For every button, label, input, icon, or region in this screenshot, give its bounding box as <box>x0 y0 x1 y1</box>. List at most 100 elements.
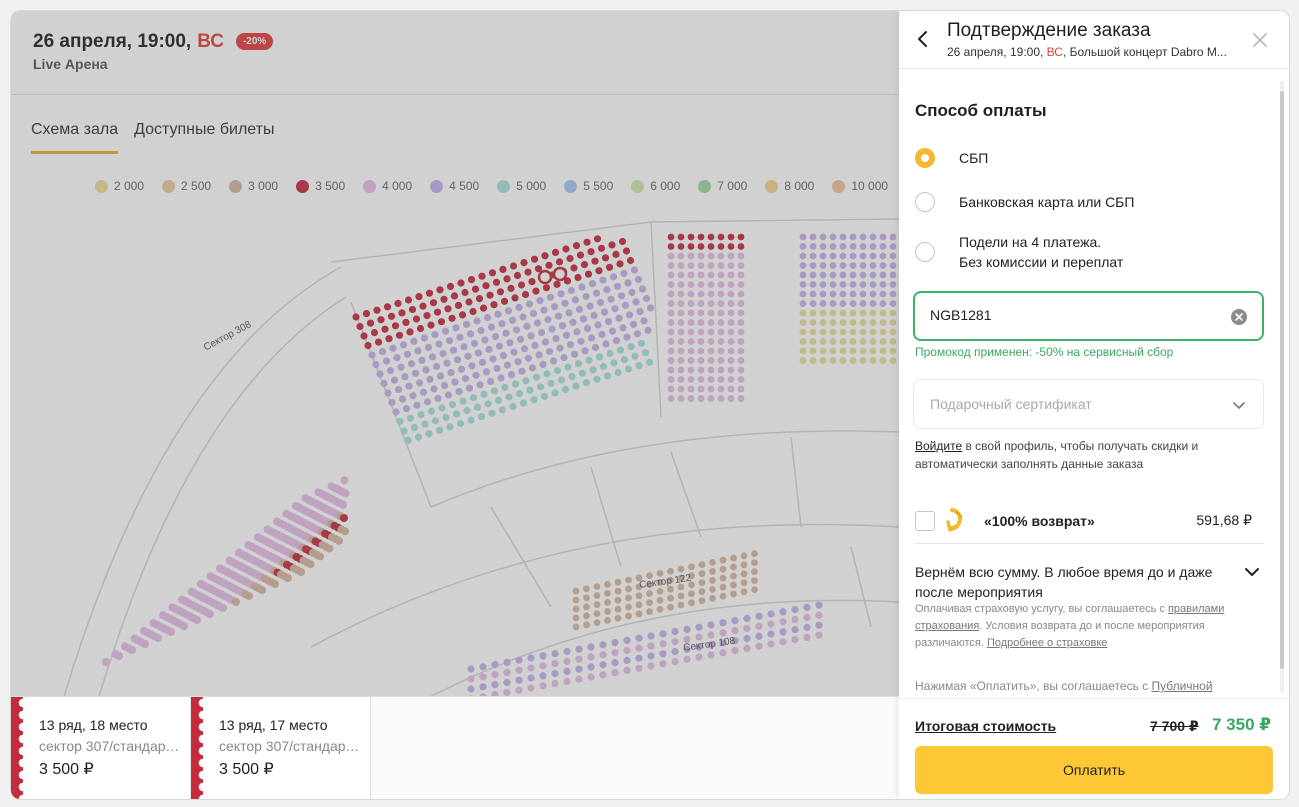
seat[interactable] <box>575 655 583 663</box>
seat[interactable] <box>550 303 559 311</box>
seat[interactable] <box>667 357 675 364</box>
seat[interactable] <box>688 572 695 580</box>
seat[interactable] <box>707 366 715 374</box>
seat[interactable] <box>611 649 619 657</box>
seat[interactable] <box>677 385 685 393</box>
seat[interactable] <box>457 365 466 373</box>
seat[interactable] <box>656 606 664 613</box>
seat[interactable] <box>528 278 536 286</box>
seat[interactable] <box>697 366 705 374</box>
seat[interactable] <box>667 300 675 307</box>
seat[interactable] <box>488 409 496 417</box>
seat[interactable] <box>572 382 580 390</box>
seat[interactable] <box>698 588 706 595</box>
seat[interactable] <box>646 304 655 312</box>
seat[interactable] <box>755 642 763 650</box>
seat[interactable] <box>697 395 705 402</box>
seat[interactable] <box>717 366 725 374</box>
seat[interactable] <box>656 588 664 595</box>
seat[interactable] <box>541 252 549 260</box>
seat[interactable] <box>767 620 775 628</box>
seat[interactable] <box>404 296 413 304</box>
seat[interactable] <box>591 343 600 351</box>
seat[interactable] <box>625 603 632 611</box>
seat[interactable] <box>697 300 705 307</box>
seat[interactable] <box>839 328 847 336</box>
seat[interactable] <box>416 324 425 333</box>
seat[interactable] <box>859 357 867 364</box>
seat[interactable] <box>424 343 433 352</box>
seat[interactable] <box>408 305 417 314</box>
seat[interactable] <box>697 309 705 317</box>
seat[interactable] <box>809 300 817 307</box>
seat[interactable] <box>462 320 471 328</box>
seat[interactable] <box>719 619 727 627</box>
seat[interactable] <box>637 339 646 347</box>
seat[interactable] <box>541 338 550 346</box>
seat[interactable] <box>737 328 745 336</box>
seat[interactable] <box>869 271 877 279</box>
seat[interactable] <box>427 407 436 415</box>
seat[interactable] <box>473 403 482 411</box>
seat[interactable] <box>839 243 847 250</box>
seat[interactable] <box>436 372 445 380</box>
seat[interactable] <box>437 318 446 326</box>
seat[interactable] <box>889 243 897 250</box>
seat[interactable] <box>687 357 695 364</box>
seat[interactable] <box>767 610 775 618</box>
legend-item[interactable]: 10 000 <box>832 179 888 193</box>
seat[interactable] <box>515 666 523 674</box>
seat[interactable] <box>791 626 799 634</box>
seat[interactable] <box>593 235 602 243</box>
seat[interactable] <box>564 363 572 371</box>
seat[interactable] <box>879 357 887 364</box>
seat[interactable] <box>727 338 735 345</box>
seat[interactable] <box>539 662 547 670</box>
seat[interactable] <box>399 341 408 349</box>
seat[interactable] <box>258 586 266 594</box>
seat[interactable] <box>859 300 867 307</box>
seat[interactable] <box>531 341 539 349</box>
seat[interactable] <box>707 290 715 298</box>
seat[interactable] <box>599 661 607 669</box>
seat[interactable] <box>740 570 748 578</box>
seat[interactable] <box>586 302 594 310</box>
seat[interactable] <box>737 357 745 364</box>
seat[interactable] <box>496 288 505 296</box>
seat[interactable] <box>656 570 664 577</box>
seat[interactable] <box>571 296 580 304</box>
clear-input-icon[interactable] <box>1231 309 1247 325</box>
seat[interactable] <box>391 322 400 330</box>
seat[interactable] <box>839 262 847 269</box>
seat[interactable] <box>697 338 705 345</box>
seat[interactable] <box>536 297 544 305</box>
seat[interactable] <box>799 319 807 326</box>
seat[interactable] <box>167 628 175 636</box>
seat[interactable] <box>513 271 522 280</box>
seat[interactable] <box>413 401 421 409</box>
seat[interactable] <box>472 371 480 379</box>
seat[interactable] <box>815 611 823 619</box>
seat[interactable] <box>829 290 837 298</box>
seat[interactable] <box>449 346 458 354</box>
public-offer-link[interactable]: Публичной офертой <box>915 679 1213 698</box>
seat[interactable] <box>677 357 685 364</box>
seat[interactable] <box>799 309 807 317</box>
seat[interactable] <box>491 671 499 679</box>
seat[interactable] <box>625 311 634 319</box>
seat[interactable] <box>849 338 857 345</box>
seat[interactable] <box>667 233 675 241</box>
seat[interactable] <box>645 358 654 366</box>
seat[interactable] <box>456 419 465 428</box>
seat[interactable] <box>587 643 595 651</box>
seat[interactable] <box>603 372 612 380</box>
seat[interactable] <box>667 567 674 575</box>
seat[interactable] <box>486 291 494 299</box>
seat[interactable] <box>730 554 737 562</box>
seat[interactable] <box>530 396 538 404</box>
seat[interactable] <box>688 563 695 571</box>
seat[interactable] <box>625 585 632 593</box>
seat[interactable] <box>727 252 735 260</box>
seat[interactable] <box>730 563 737 571</box>
seat[interactable] <box>688 599 695 607</box>
